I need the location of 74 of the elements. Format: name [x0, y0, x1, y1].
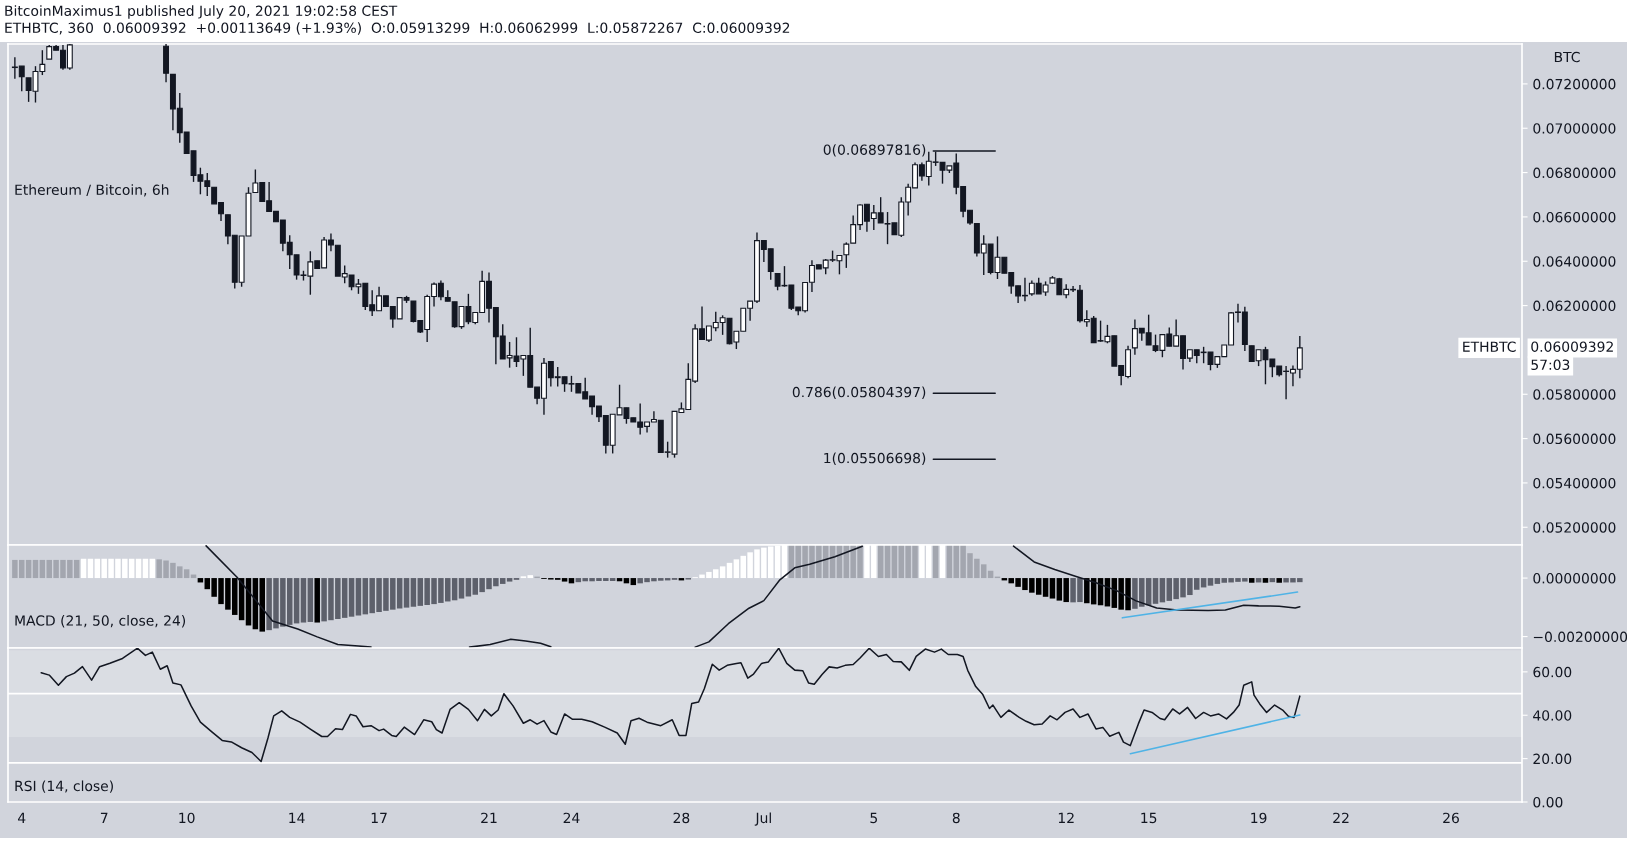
candlestick [843, 241, 850, 269]
y-tick-label: 0.05600000 [1533, 433, 1616, 445]
annotation: ETHBTC [1463, 341, 1516, 352]
x-tick-label: 14 [289, 812, 305, 823]
bar [135, 558, 142, 579]
bar [355, 578, 362, 616]
y-tick-label: 0.06200000 [1533, 300, 1616, 312]
bar [32, 559, 39, 579]
x-tick-label: 17 [371, 812, 387, 823]
y-tick-label: 0.05200000 [1533, 522, 1616, 533]
x-tick-label: 24 [563, 812, 580, 823]
x-tick-label: 22 [1333, 812, 1349, 823]
line-series [40, 648, 1301, 763]
annotation: 1(0.05506698) [824, 452, 926, 465]
y-tick-label: 0.05800000 [1533, 389, 1616, 400]
y-tick-label: 0.07000000 [1533, 123, 1616, 134]
y-tick-label: 0.07200000 [1533, 78, 1616, 90]
x-tick-label: 8 [952, 812, 960, 824]
bar [293, 578, 300, 624]
bar [348, 578, 355, 617]
annotation: 0(0.06897816) [823, 144, 926, 157]
annotation: 0.786(0.05804397) [792, 386, 926, 399]
y-axis-title: BTC [1554, 51, 1580, 63]
x-tick-label: 12 [1058, 812, 1074, 823]
x-tick-label: 5 [870, 812, 877, 824]
x-tick-label: 21 [481, 812, 497, 823]
x-tick-label: 4 [18, 812, 26, 823]
text: 0.06009392 [1531, 341, 1613, 352]
text: 57:03 [1531, 359, 1570, 371]
bar [1248, 578, 1255, 583]
y-tick-label: 0.06600000 [1533, 211, 1616, 223]
bar [80, 558, 87, 579]
y-tick-label: 0.00000000 [1533, 573, 1616, 584]
bar [1276, 578, 1282, 583]
bar [1049, 578, 1056, 599]
chart-title: BitcoinMaximus1 published July 20, 2021 19:02:58 CEST [5, 5, 398, 19]
x-tick-label: 19 [1251, 812, 1267, 824]
x-tick-label: 28 [673, 812, 690, 824]
bar [307, 578, 314, 622]
y-tick-label: 60.00 [1533, 666, 1572, 678]
bar [314, 578, 320, 623]
bar [149, 558, 156, 579]
x-tick-label: 10 [179, 812, 195, 824]
bar [25, 559, 32, 579]
annotation: Ethereum / Bitcoin, 6h [15, 184, 169, 197]
bar [506, 578, 513, 582]
text: MACD (21, 50, close, 24) [15, 615, 186, 628]
bar [300, 578, 307, 623]
bar [1152, 578, 1159, 604]
y-tick-label: 0.00 [1533, 796, 1563, 808]
chart-subtitle: ETHBTC, 360 0.06009392 +0.00113649 (+1.93%) O:0.05913299 H:0.06062999 L:0.05872267 C:0.06009392 [5, 22, 790, 35]
x-tick-label: Jul [754, 812, 771, 826]
bar [1159, 578, 1166, 603]
bar [1042, 578, 1049, 597]
y-tick-label: 0.05400000 [1533, 477, 1616, 489]
y-tick-label: 40.00 [1533, 710, 1572, 721]
y-tick-label: 0.06400000 [1533, 256, 1616, 267]
x-tick-label: 15 [1141, 812, 1157, 824]
bar [410, 578, 417, 607]
x-tick-label: 26 [1443, 812, 1459, 824]
bar [465, 578, 472, 597]
bar [87, 558, 94, 579]
bar [1207, 578, 1214, 586]
y-tick-label: 0.06800000 [1533, 167, 1616, 179]
y-tick-label: 20.00 [1533, 753, 1572, 765]
bar [403, 578, 410, 608]
bar [458, 578, 465, 599]
text: RSI (14, close) [15, 780, 113, 793]
x-tick-label: 7 [100, 812, 108, 823]
bar [630, 578, 637, 586]
bar [1262, 578, 1269, 583]
bar [561, 578, 568, 582]
y-tick-label: −0.00200000 [1533, 631, 1627, 643]
bar [142, 558, 149, 579]
